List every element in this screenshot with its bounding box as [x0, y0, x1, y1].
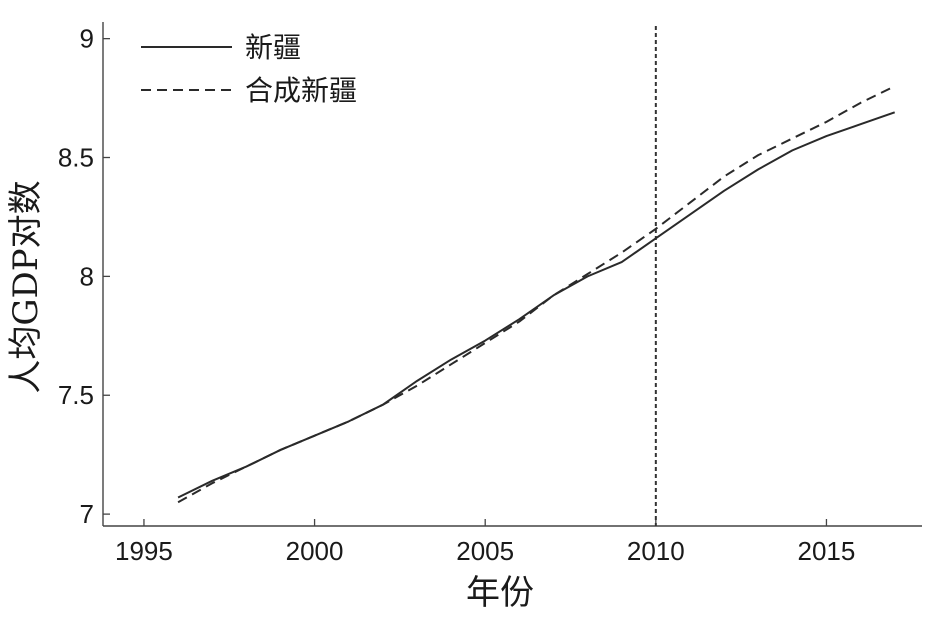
y-tick-label: 8	[80, 261, 94, 291]
y-axis-title: 人均GDP对数	[6, 180, 46, 393]
y-tick-label: 9	[80, 24, 94, 54]
y-tick-label: 7	[80, 499, 94, 529]
x-tick-label: 2015	[798, 536, 856, 566]
y-tick-label: 7.5	[58, 380, 94, 410]
x-axis-title: 年份	[466, 573, 534, 613]
legend-label: 合成新疆	[245, 74, 357, 107]
x-tick-label: 1995	[115, 536, 173, 566]
series-group	[177, 85, 896, 504]
x-tick-label: 2010	[627, 536, 685, 566]
x-tick-label: 2000	[286, 536, 344, 566]
x-axis-ticks: 1995 2000 2005 2010 2015	[115, 519, 855, 566]
y-tick-label: 8.5	[58, 143, 94, 173]
x-tick-label: 2005	[456, 536, 514, 566]
legend-label: 新疆	[245, 31, 301, 64]
series-line-dashed	[177, 85, 896, 504]
plot-frame	[102, 22, 922, 527]
series-line-solid	[177, 111, 896, 499]
y-axis-ticks: 7 7.5 8 8.5 9	[58, 24, 110, 529]
